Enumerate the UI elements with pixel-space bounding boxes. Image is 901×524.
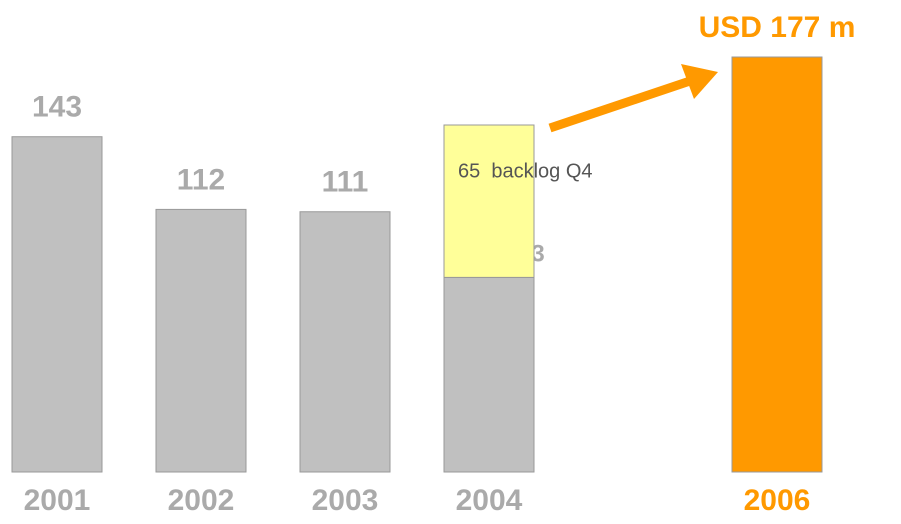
x-tick-label: 2003	[312, 484, 379, 517]
bar	[155, 208, 247, 473]
value-label: 111	[322, 166, 369, 199]
value-label: USD 177 m	[699, 11, 856, 44]
bar	[11, 136, 103, 473]
bar	[299, 211, 391, 473]
value-label: 65 backlog Q4	[458, 160, 593, 182]
value-label: 143	[32, 91, 82, 124]
x-tick-label: 2002	[168, 484, 235, 517]
bar	[443, 124, 535, 278]
trend-arrow	[548, 64, 718, 133]
x-tick-label: 2004	[456, 484, 523, 517]
x-tick-label: 2006	[744, 484, 811, 517]
value-label: 112	[177, 163, 225, 196]
bar	[731, 56, 823, 473]
arrow-head	[681, 64, 718, 99]
arrow-shaft	[548, 76, 692, 133]
bar	[443, 276, 535, 473]
x-tick-label: 2001	[24, 484, 91, 517]
